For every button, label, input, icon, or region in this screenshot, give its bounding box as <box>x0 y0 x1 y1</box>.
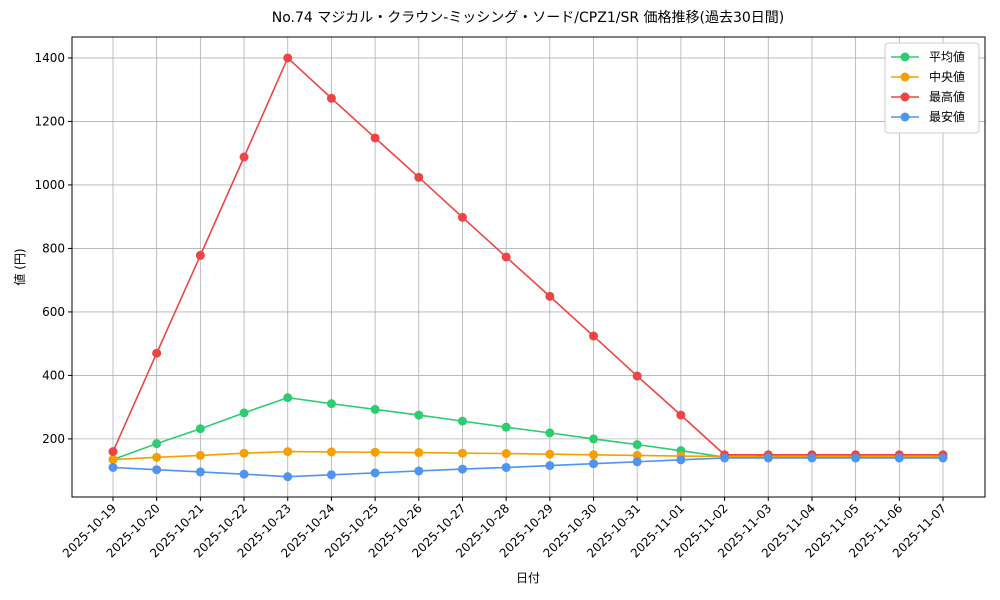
y-tick-label: 1200 <box>34 114 65 128</box>
series-line <box>112 450 943 461</box>
point <box>239 152 249 162</box>
legend-label: 最安値 <box>929 109 965 124</box>
point <box>632 440 642 450</box>
point <box>938 453 948 463</box>
point <box>501 462 511 472</box>
point <box>457 212 467 222</box>
point <box>501 252 511 262</box>
point <box>676 455 686 465</box>
y-tick-label: 1000 <box>34 178 65 192</box>
point <box>632 371 642 381</box>
y-tick-label: 800 <box>42 241 65 255</box>
point <box>370 468 380 478</box>
point <box>632 450 642 460</box>
legend-label: 中央値 <box>929 69 965 84</box>
point <box>239 469 249 479</box>
point <box>763 453 773 463</box>
point <box>195 450 205 460</box>
point <box>326 399 336 409</box>
point <box>195 250 205 260</box>
point <box>152 465 162 475</box>
series-line <box>112 56 943 456</box>
y-tick-label: 600 <box>42 305 65 319</box>
point <box>457 416 467 426</box>
legend-box <box>884 42 980 134</box>
point <box>239 448 249 458</box>
series-line <box>112 457 943 478</box>
chart-title: No.74 マジカル・クラウン-ミッシング・ソード/CPZ1/SR 価格推移(過… <box>272 10 785 26</box>
point <box>807 453 817 463</box>
point <box>589 459 599 469</box>
point <box>501 449 511 459</box>
point <box>414 466 424 476</box>
point <box>676 410 686 420</box>
point <box>326 447 336 457</box>
point <box>545 461 555 471</box>
point <box>414 410 424 420</box>
point <box>501 422 511 432</box>
legend-marker <box>900 92 910 102</box>
y-axis-label: 値 (円) <box>12 248 27 285</box>
point <box>720 453 730 463</box>
legend-marker <box>900 112 910 122</box>
legend-marker <box>900 52 910 62</box>
point <box>283 53 293 63</box>
point <box>589 434 599 444</box>
point <box>414 448 424 458</box>
point <box>457 464 467 474</box>
series-line <box>112 396 943 461</box>
y-tick-label: 1400 <box>34 51 65 65</box>
legend-marker <box>900 72 910 82</box>
legend-label: 平均値 <box>929 49 965 64</box>
point <box>545 449 555 459</box>
point <box>108 462 118 472</box>
point <box>632 457 642 467</box>
point <box>326 93 336 103</box>
point <box>370 447 380 457</box>
point <box>370 404 380 414</box>
point <box>283 447 293 457</box>
point <box>414 172 424 182</box>
y-tick-label: 400 <box>42 368 65 382</box>
point <box>894 453 904 463</box>
point <box>326 470 336 480</box>
point <box>545 428 555 438</box>
point <box>239 408 249 418</box>
point <box>195 424 205 434</box>
point <box>195 467 205 477</box>
point <box>152 348 162 358</box>
point <box>589 450 599 460</box>
point <box>283 393 293 403</box>
point <box>108 455 118 465</box>
y-tick-label: 200 <box>42 432 65 446</box>
point <box>152 452 162 462</box>
point <box>152 439 162 449</box>
point <box>108 447 118 457</box>
point <box>851 453 861 463</box>
point <box>283 472 293 482</box>
point <box>589 331 599 341</box>
point <box>545 291 555 301</box>
legend-label: 最高値 <box>929 89 965 104</box>
point <box>457 448 467 458</box>
plot-frame <box>71 36 986 498</box>
point <box>370 133 380 143</box>
x-axis-label: 日付 <box>516 571 540 585</box>
